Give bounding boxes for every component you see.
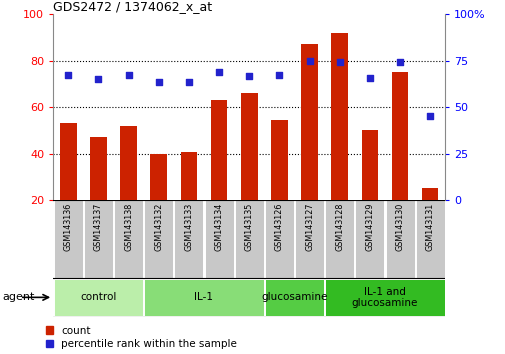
Bar xyxy=(421,188,438,200)
Text: GSM143130: GSM143130 xyxy=(395,202,403,251)
Text: GSM143131: GSM143131 xyxy=(425,202,434,251)
Point xyxy=(395,59,403,65)
Bar xyxy=(355,200,384,278)
Bar xyxy=(271,120,287,200)
Point xyxy=(155,79,163,85)
Bar xyxy=(90,137,107,200)
Text: GSM143138: GSM143138 xyxy=(124,202,133,251)
Bar xyxy=(180,152,197,200)
Text: GSM143137: GSM143137 xyxy=(94,202,103,251)
Text: GDS2472 / 1374062_x_at: GDS2472 / 1374062_x_at xyxy=(53,0,212,13)
Bar xyxy=(294,200,323,278)
Text: glucosamine: glucosamine xyxy=(261,292,327,302)
Point xyxy=(184,79,192,85)
Bar xyxy=(60,123,76,200)
Bar xyxy=(240,93,257,200)
Point xyxy=(335,59,343,65)
Point xyxy=(305,58,313,63)
Bar xyxy=(54,279,143,316)
Bar xyxy=(415,200,444,278)
Point xyxy=(275,73,283,78)
Text: GSM143136: GSM143136 xyxy=(64,202,73,251)
Bar xyxy=(265,200,293,278)
Bar xyxy=(144,279,263,316)
Bar xyxy=(325,279,444,316)
Bar xyxy=(54,200,82,278)
Text: control: control xyxy=(80,292,116,302)
Bar xyxy=(210,100,227,200)
Text: GSM143132: GSM143132 xyxy=(154,202,163,251)
Bar xyxy=(144,200,173,278)
Point xyxy=(425,114,433,119)
Text: IL-1: IL-1 xyxy=(194,292,213,302)
Bar xyxy=(204,200,233,278)
Point xyxy=(64,73,72,78)
Text: GSM143129: GSM143129 xyxy=(365,202,374,251)
Text: GSM143133: GSM143133 xyxy=(184,202,193,251)
Text: agent: agent xyxy=(3,292,35,302)
Point xyxy=(124,73,132,78)
Bar xyxy=(300,44,317,200)
Point xyxy=(94,76,102,82)
Text: IL-1 and
glucosamine: IL-1 and glucosamine xyxy=(351,286,417,308)
Text: GSM143127: GSM143127 xyxy=(305,202,314,251)
Bar xyxy=(120,126,136,200)
Bar xyxy=(114,200,143,278)
Bar xyxy=(325,200,354,278)
Bar xyxy=(174,200,203,278)
Text: GSM143128: GSM143128 xyxy=(334,202,343,251)
Point xyxy=(365,75,373,81)
Point xyxy=(215,69,223,75)
Bar xyxy=(234,200,263,278)
Point xyxy=(245,74,253,79)
Bar xyxy=(385,200,414,278)
Bar xyxy=(84,200,113,278)
Bar xyxy=(331,33,347,200)
Bar xyxy=(150,154,167,200)
Bar xyxy=(265,279,323,316)
Bar xyxy=(391,72,408,200)
Text: GSM143134: GSM143134 xyxy=(214,202,223,251)
Legend: count, percentile rank within the sample: count, percentile rank within the sample xyxy=(45,326,237,349)
Text: GSM143126: GSM143126 xyxy=(274,202,283,251)
Bar xyxy=(361,130,377,200)
Text: GSM143135: GSM143135 xyxy=(244,202,253,251)
